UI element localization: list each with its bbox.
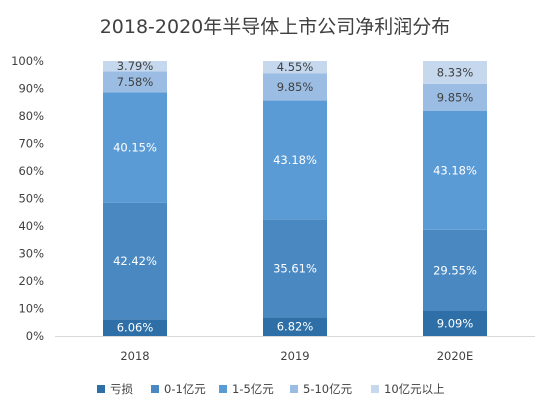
- y-tick-label: 50%: [18, 192, 44, 206]
- legend-swatch: [97, 385, 105, 393]
- legend-swatch: [290, 385, 298, 393]
- bar-segment: [423, 83, 487, 111]
- y-tick-label: 80%: [18, 109, 44, 123]
- data-label: 9.85%: [437, 90, 474, 104]
- chart-title: 2018-2020年半导体上市公司净利润分布: [100, 16, 451, 38]
- data-label: 40.15%: [113, 140, 157, 154]
- bar-segment: [263, 317, 327, 336]
- bar-segment: [423, 311, 487, 336]
- x-tick-label: 2020E: [437, 349, 474, 363]
- y-tick-label: 10%: [18, 302, 44, 316]
- bar-segment: [263, 73, 327, 101]
- data-label: 35.61%: [273, 261, 317, 275]
- y-tick-label: 40%: [18, 219, 44, 233]
- data-label: 3.79%: [117, 59, 154, 73]
- data-label: 6.82%: [277, 320, 314, 334]
- bar-segment: [103, 92, 167, 203]
- y-axis: 0% 10% 20% 30% 40% 50% 60% 70% 80% 90% 100%: [11, 54, 44, 343]
- data-label: 43.18%: [433, 163, 477, 177]
- data-label: 7.58%: [117, 75, 154, 89]
- y-tick-label: 70%: [18, 137, 44, 151]
- data-label: 4.55%: [277, 60, 314, 74]
- y-tick-label: 60%: [18, 164, 44, 178]
- legend-label: 5-10亿元: [303, 382, 353, 396]
- bars: 6.06% 42.42% 40.15% 7.58% 3.79% 6.82% 35.61% 43…: [103, 59, 487, 336]
- legend-label: 0-1亿元: [164, 382, 206, 396]
- legend-swatch: [371, 385, 379, 393]
- data-label: 43.18%: [273, 153, 317, 167]
- x-tick-label: 2019: [280, 349, 309, 363]
- data-label: 9.09%: [437, 317, 474, 331]
- y-tick-label: 100%: [11, 54, 44, 68]
- data-label: 8.33%: [437, 65, 474, 79]
- legend: 亏损 0-1亿元 1-5亿元 5-10亿元 10亿元以上: [97, 382, 445, 396]
- data-label: 6.06%: [117, 321, 154, 335]
- legend-label: 亏损: [110, 382, 133, 396]
- bar-segment: [423, 110, 487, 230]
- y-tick-label: 30%: [18, 247, 44, 261]
- y-tick-label: 90%: [18, 82, 44, 96]
- bar-segment: [423, 61, 487, 84]
- legend-label: 10亿元以上: [384, 382, 445, 396]
- y-tick-label: 20%: [18, 274, 44, 288]
- bar-segment: [103, 61, 167, 72]
- bar-segment: [103, 202, 167, 320]
- bar-segment: [263, 100, 327, 220]
- data-label: 9.85%: [277, 80, 314, 94]
- bar-segment: [103, 71, 167, 93]
- bar-segment: [103, 319, 167, 336]
- bar-segment: [263, 61, 327, 74]
- legend-label: 1-5亿元: [232, 382, 274, 396]
- y-tick-label: 0%: [26, 329, 44, 343]
- x-tick-label: 2018: [120, 349, 149, 363]
- bar-segment: [423, 229, 487, 312]
- data-label: 42.42%: [113, 254, 157, 268]
- bar-segment: [263, 219, 327, 318]
- legend-swatch: [151, 385, 159, 393]
- data-label: 29.55%: [433, 263, 477, 277]
- legend-swatch: [219, 385, 227, 393]
- x-axis: 2018 2019 2020E: [120, 349, 473, 363]
